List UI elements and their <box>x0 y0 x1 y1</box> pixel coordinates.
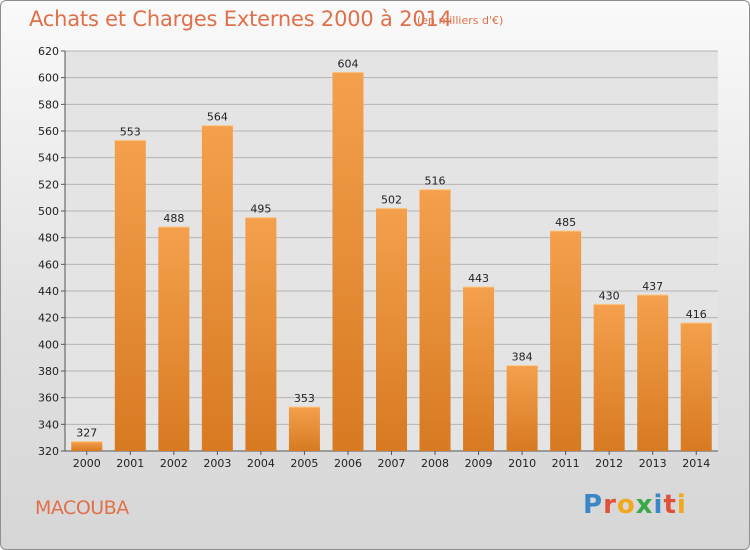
y-tick-label: 380 <box>38 365 59 378</box>
data-label: 604 <box>337 57 358 70</box>
y-tick-label: 560 <box>38 125 59 138</box>
data-label: 384 <box>512 351 533 364</box>
y-tick-label: 520 <box>38 178 59 191</box>
data-label: 488 <box>163 212 184 225</box>
x-tick-label: 2005 <box>290 457 318 470</box>
logo-letter: o <box>616 490 636 520</box>
y-tick-label: 360 <box>38 392 59 405</box>
x-tick-label: 2008 <box>421 457 449 470</box>
data-label: 502 <box>381 193 402 206</box>
x-tick-label: 2006 <box>334 457 362 470</box>
data-label: 430 <box>599 289 620 302</box>
place-name: MACOUBA <box>35 497 129 519</box>
x-tick-label: 2012 <box>595 457 623 470</box>
y-tick-label: 420 <box>38 312 59 325</box>
x-tick-label: 2009 <box>465 457 493 470</box>
proxiti-logo: Proxiti <box>583 490 687 520</box>
x-tick-label: 2001 <box>116 457 144 470</box>
y-tick-label: 540 <box>38 152 59 165</box>
logo-letter: P <box>583 490 604 520</box>
y-tick-label: 580 <box>38 98 59 111</box>
logo-letter: i <box>653 490 664 520</box>
bar <box>680 323 712 451</box>
y-tick-label: 480 <box>38 232 59 245</box>
y-tick-label: 440 <box>38 285 59 298</box>
bar <box>593 304 625 451</box>
bar <box>550 231 582 451</box>
x-tick-label: 2010 <box>508 457 536 470</box>
x-tick-label: 2000 <box>73 457 101 470</box>
bar <box>332 72 364 451</box>
x-tick-label: 2013 <box>639 457 667 470</box>
bar <box>245 217 277 451</box>
bar <box>201 125 233 452</box>
logo-letter: r <box>603 490 617 520</box>
bar <box>114 140 146 452</box>
data-label: 553 <box>120 125 141 138</box>
data-label: 495 <box>250 203 271 216</box>
bar <box>419 189 451 451</box>
unit-label: (en milliers d'€) <box>417 14 504 27</box>
y-tick-label: 500 <box>38 205 59 218</box>
bar <box>506 365 538 451</box>
bar <box>288 407 320 451</box>
x-tick-label: 2014 <box>682 457 710 470</box>
y-tick-label: 460 <box>38 258 59 271</box>
x-tick-label: 2007 <box>378 457 406 470</box>
data-label: 516 <box>425 175 446 188</box>
y-tick-label: 620 <box>38 45 59 58</box>
bar <box>463 287 495 451</box>
x-tick-label: 2004 <box>247 457 275 470</box>
bar <box>376 208 407 451</box>
chart-title: Achats et Charges Externes 2000 à 2014 <box>29 7 452 31</box>
data-label: 327 <box>76 427 97 440</box>
logo-letter: x <box>635 490 654 520</box>
x-tick-label: 2011 <box>552 457 580 470</box>
y-tick-label: 600 <box>38 72 59 85</box>
logo-letter: i <box>676 490 687 520</box>
bar <box>637 295 669 451</box>
data-label: 437 <box>642 280 663 293</box>
y-tick-label: 400 <box>38 338 59 351</box>
data-label: 416 <box>686 308 707 321</box>
x-tick-label: 2002 <box>160 457 188 470</box>
data-label: 564 <box>207 111 228 124</box>
data-label: 485 <box>555 216 576 229</box>
data-label: 443 <box>468 272 489 285</box>
y-tick-label: 340 <box>38 418 59 431</box>
logo-letter: t <box>663 490 677 520</box>
bar <box>158 227 190 451</box>
x-tick-label: 2003 <box>203 457 231 470</box>
bar <box>71 441 103 451</box>
plot-area: 320 340 360 380 400 420 440 460 480 500 520 540 560 5… <box>38 45 718 470</box>
data-label: 353 <box>294 392 315 405</box>
y-tick-label: 320 <box>38 445 59 458</box>
